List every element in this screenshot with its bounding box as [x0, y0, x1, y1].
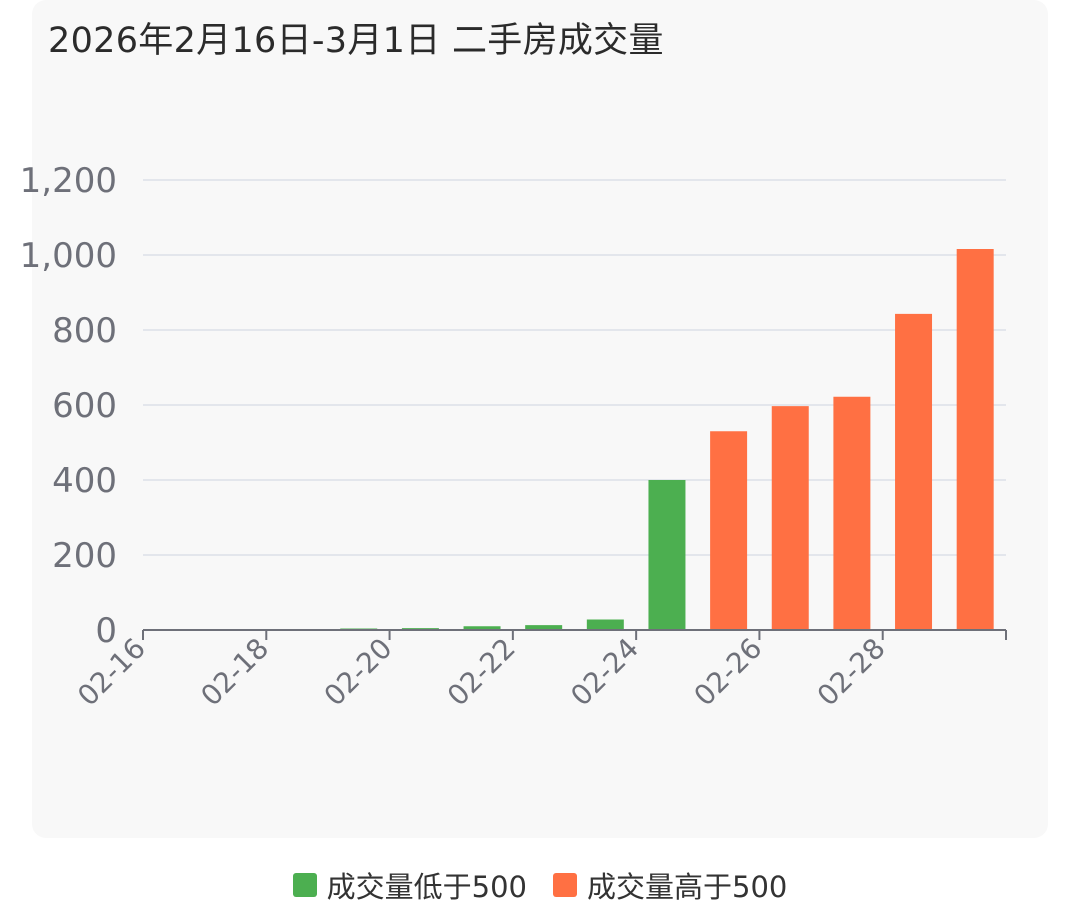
legend-swatch-high — [553, 873, 577, 897]
legend-item-low[interactable]: 成交量低于500 — [292, 864, 527, 906]
x-axis — [142, 629, 1007, 640]
bars — [155, 249, 994, 631]
bar-02-23[interactable] — [586, 619, 624, 631]
y-tick-label: 600 — [52, 386, 117, 426]
legend-swatch-low — [292, 873, 317, 897]
bar-03-01[interactable] — [956, 249, 994, 630]
x-tick-label: 02-26 — [688, 632, 769, 713]
y-tick-label: 1,000 — [20, 236, 117, 276]
x-tick-label: 02-24 — [564, 632, 645, 713]
legend-item-high[interactable]: 成交量高于500 — [553, 864, 787, 906]
chart-title: 2026年2月16日-3月1日 二手房成交量 — [48, 21, 664, 61]
legend-label-high: 成交量高于500 — [587, 870, 788, 904]
y-tick-label: 200 — [52, 536, 117, 576]
bar-02-21[interactable] — [463, 626, 501, 630]
x-tick-label: 02-22 — [441, 632, 522, 713]
bar-02-22[interactable] — [525, 625, 563, 630]
chart-legend: 成交量低于500 成交量高于500 — [0, 864, 1080, 906]
y-tick-label: 0 — [95, 611, 117, 651]
bar-02-27[interactable] — [833, 396, 871, 630]
x-axis-ticks: 02-16 02-18 02-20 02-22 02-24 02-26 02-28 — [71, 632, 892, 713]
x-tick-label: 02-18 — [194, 632, 275, 713]
bar-02-24[interactable] — [648, 480, 686, 630]
x-tick-label: 02-28 — [811, 632, 892, 713]
chart-card — [32, 0, 1048, 838]
bar-02-26[interactable] — [771, 406, 809, 630]
grid-lines — [143, 179, 1006, 556]
y-axis-ticks: 0 200 400 600 800 1,000 1,200 — [20, 161, 117, 651]
y-tick-label: 1,200 — [20, 161, 117, 201]
bar-02-25[interactable] — [710, 431, 748, 630]
y-tick-label: 800 — [52, 311, 117, 351]
y-tick-label: 400 — [52, 461, 117, 501]
legend-label-low: 成交量低于500 — [326, 870, 527, 904]
bar-02-28[interactable] — [895, 313, 933, 630]
x-tick-label: 02-20 — [318, 632, 399, 713]
